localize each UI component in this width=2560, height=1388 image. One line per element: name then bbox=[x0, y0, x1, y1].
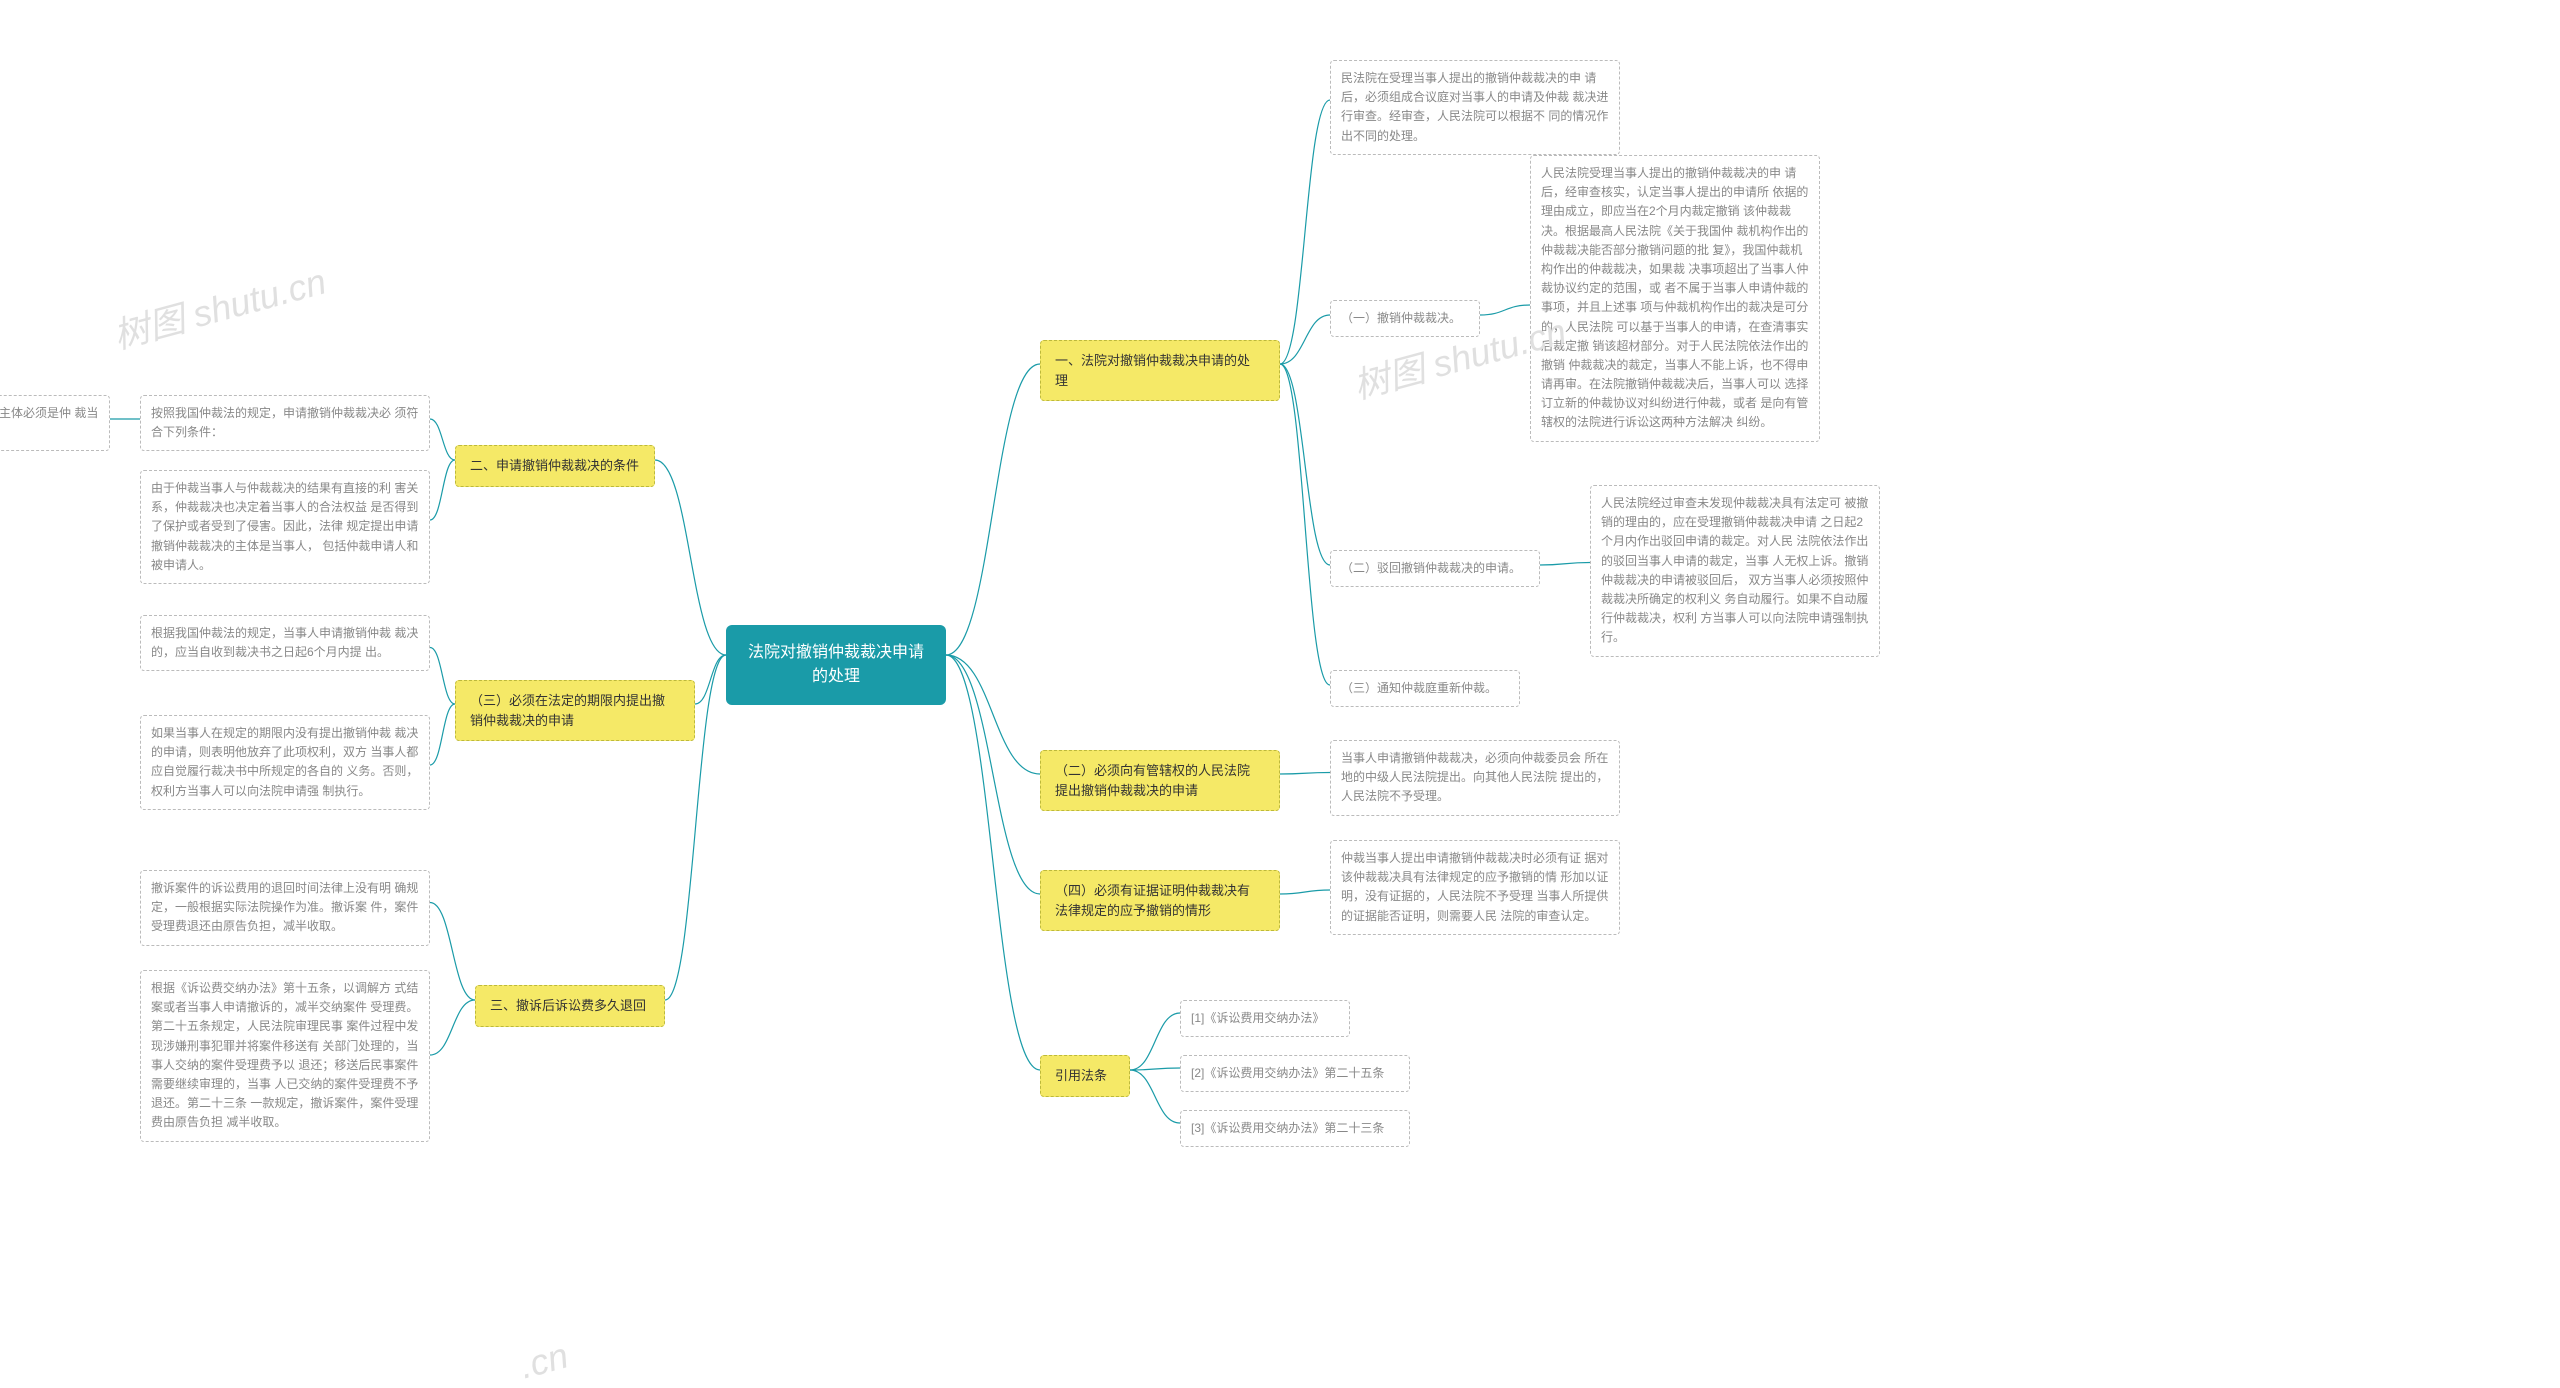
branch-r2: （二）必须向有管辖权的人民法院 提出撤销仲裁裁决的申请 bbox=[1040, 750, 1280, 811]
leaf-l2b: 如果当事人在规定的期限内没有提出撤销仲裁 裁决的申请，则表明他放弃了此项权利，双… bbox=[140, 715, 430, 810]
branch-r4: 引用法条 bbox=[1040, 1055, 1130, 1097]
connector-layer bbox=[0, 0, 2560, 1381]
leaf-r4a: [1]《诉讼费用交纳办法》 bbox=[1180, 1000, 1350, 1037]
leaf-l3a: 撤诉案件的诉讼费用的退回时间法律上没有明 确规定，一般根据实际法院操作为准。撤诉… bbox=[140, 870, 430, 946]
watermark-0: 树图 shutu.cn bbox=[107, 253, 331, 360]
leaf-r1c1: 人民法院经过审查未发现仲裁裁决具有法定可 被撤销的理由的，应在受理撤销仲裁裁决申… bbox=[1590, 485, 1880, 657]
leaf-r1d: （三）通知仲裁庭重新仲裁。 bbox=[1330, 670, 1520, 707]
leaf-l1b: 由于仲裁当事人与仲裁裁决的结果有直接的利 害关系，仲裁裁决也决定着当事人的合法权… bbox=[140, 470, 430, 584]
leaf-l3b: 根据《诉讼费交纳办法》第十五条，以调解方 式结案或者当事人申请撤诉的，减半交纳案… bbox=[140, 970, 430, 1142]
leaf-r1b1: 人民法院受理当事人提出的撤销仲裁裁决的申 请后，经审查核实，认定当事人提出的申请… bbox=[1530, 155, 1820, 442]
branch-r3: （四）必须有证据证明仲裁裁决有 法律规定的应予撤销的情形 bbox=[1040, 870, 1280, 931]
root-node: 法院对撤销仲裁裁决申请 的处理 bbox=[726, 625, 946, 705]
leaf-l1a1: （一）提出撤销仲裁裁决申请的主体必须是仲 裁当事人 bbox=[0, 395, 110, 451]
leaf-r2a: 当事人申请撤销仲裁裁决，必须向仲裁委员会 所在地的中级人民法院提出。向其他人民法… bbox=[1330, 740, 1620, 816]
leaf-r4b: [2]《诉讼费用交纳办法》第二十五条 bbox=[1180, 1055, 1410, 1092]
leaf-r1c: （二）驳回撤销仲裁裁决的申请。 bbox=[1330, 550, 1540, 587]
leaf-r1b: （一）撤销仲裁裁决。 bbox=[1330, 300, 1480, 337]
leaf-l1a: 按照我国仲裁法的规定，申请撤销仲裁裁决必 须符合下列条件： bbox=[140, 395, 430, 451]
leaf-r1a: 民法院在受理当事人提出的撤销仲裁裁决的申 请后，必须组成合议庭对当事人的申请及仲… bbox=[1330, 60, 1620, 155]
branch-l2: （三）必须在法定的期限内提出撤 销仲裁裁决的申请 bbox=[455, 680, 695, 741]
leaf-l2a: 根据我国仲裁法的规定，当事人申请撤销仲裁 裁决的，应当自收到裁决书之日起6个月内… bbox=[140, 615, 430, 671]
leaf-r4c: [3]《诉讼费用交纳办法》第二十三条 bbox=[1180, 1110, 1410, 1147]
branch-l3: 三、撤诉后诉讼费多久退回 bbox=[475, 985, 665, 1027]
branch-l1: 二、申请撤销仲裁裁决的条件 bbox=[455, 445, 655, 487]
watermark-2: .cn bbox=[515, 1334, 572, 1387]
leaf-r3a: 仲裁当事人提出申请撤销仲裁裁决时必须有证 据对该仲裁裁决具有法律规定的应予撤销的… bbox=[1330, 840, 1620, 935]
branch-r1: 一、法院对撤销仲裁裁决申请的处 理 bbox=[1040, 340, 1280, 401]
